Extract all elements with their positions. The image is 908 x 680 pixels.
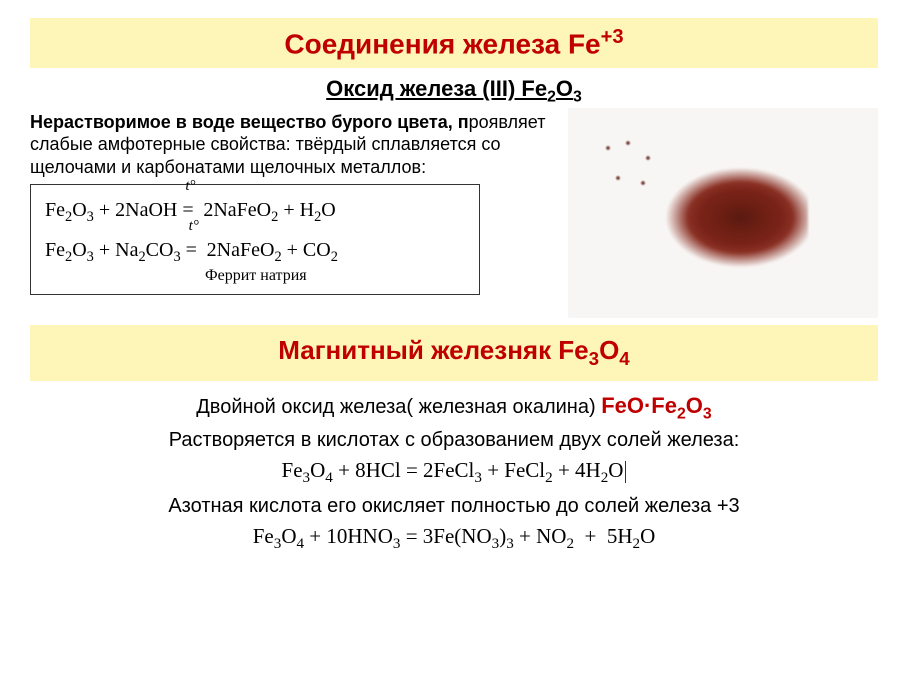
nitric-line: Азотная кислота его окисляет полностью д…	[30, 495, 878, 518]
equation-box: Fe2O3 + 2NaOH t°= 2NaFeO2 + H2O Fe2O3 + …	[30, 184, 480, 295]
subtitle-sub2: 3	[573, 89, 582, 106]
double-oxide-line: Двойной оксид железа( железная окалина) …	[30, 393, 878, 423]
title-sup: +3	[601, 26, 624, 48]
body-paragraph: Нерастворимое в воде вещество бурого цве…	[30, 111, 570, 179]
iron-oxide-powder-photo	[568, 108, 878, 318]
dissolves-line: Растворяется в кислотах с образованием д…	[30, 429, 878, 452]
title-bar: Соединения железа Fe+3	[30, 18, 878, 68]
equation-3: Fe3O4 + 8HCl = 2FeCl3 + FeCl2 + 4H2O	[0, 458, 908, 487]
equation-note: Феррит натрия	[205, 264, 465, 288]
cursor-mark	[625, 461, 626, 483]
page-title: Соединения железа Fe+3	[30, 26, 878, 60]
title2-sub1: 3	[589, 349, 599, 370]
eq2-temp: t°	[189, 215, 199, 238]
equation-1: Fe2O3 + 2NaOH t°= 2NaFeO2 + H2O	[45, 195, 465, 229]
title-bar-2: Магнитный железняк Fe3O4	[30, 325, 878, 380]
line1-text: Двойной оксид железа( железная окалина)	[196, 396, 601, 418]
section2-title: Магнитный железняк Fe3O4	[30, 335, 878, 370]
line1-formula: FeO·Fe2O3	[601, 393, 712, 418]
equation-4: Fe3O4 + 10HNO3 = 3Fe(NO3)3 + NO2 + 5H2O	[0, 524, 908, 553]
subtitle-pre: Оксид железа (III) Fe	[326, 76, 547, 101]
lead-text: Нерастворимое в воде вещество бурого цве…	[30, 112, 469, 132]
title-text: Соединения железа Fe	[284, 28, 600, 59]
equation-2: Fe2O3 + Na2CO3 t°= 2NaFeO2 + CO2	[45, 235, 465, 269]
title2-mid: O	[599, 335, 619, 365]
subtitle-mid: O	[556, 76, 573, 101]
eq1-temp: t°	[185, 175, 195, 198]
subtitle-sub1: 2	[547, 89, 556, 106]
subtitle: Оксид железа (III) Fe2O3	[0, 76, 908, 106]
title2-sub2: 4	[619, 349, 629, 370]
title2-pre: Магнитный железняк Fe	[278, 335, 588, 365]
